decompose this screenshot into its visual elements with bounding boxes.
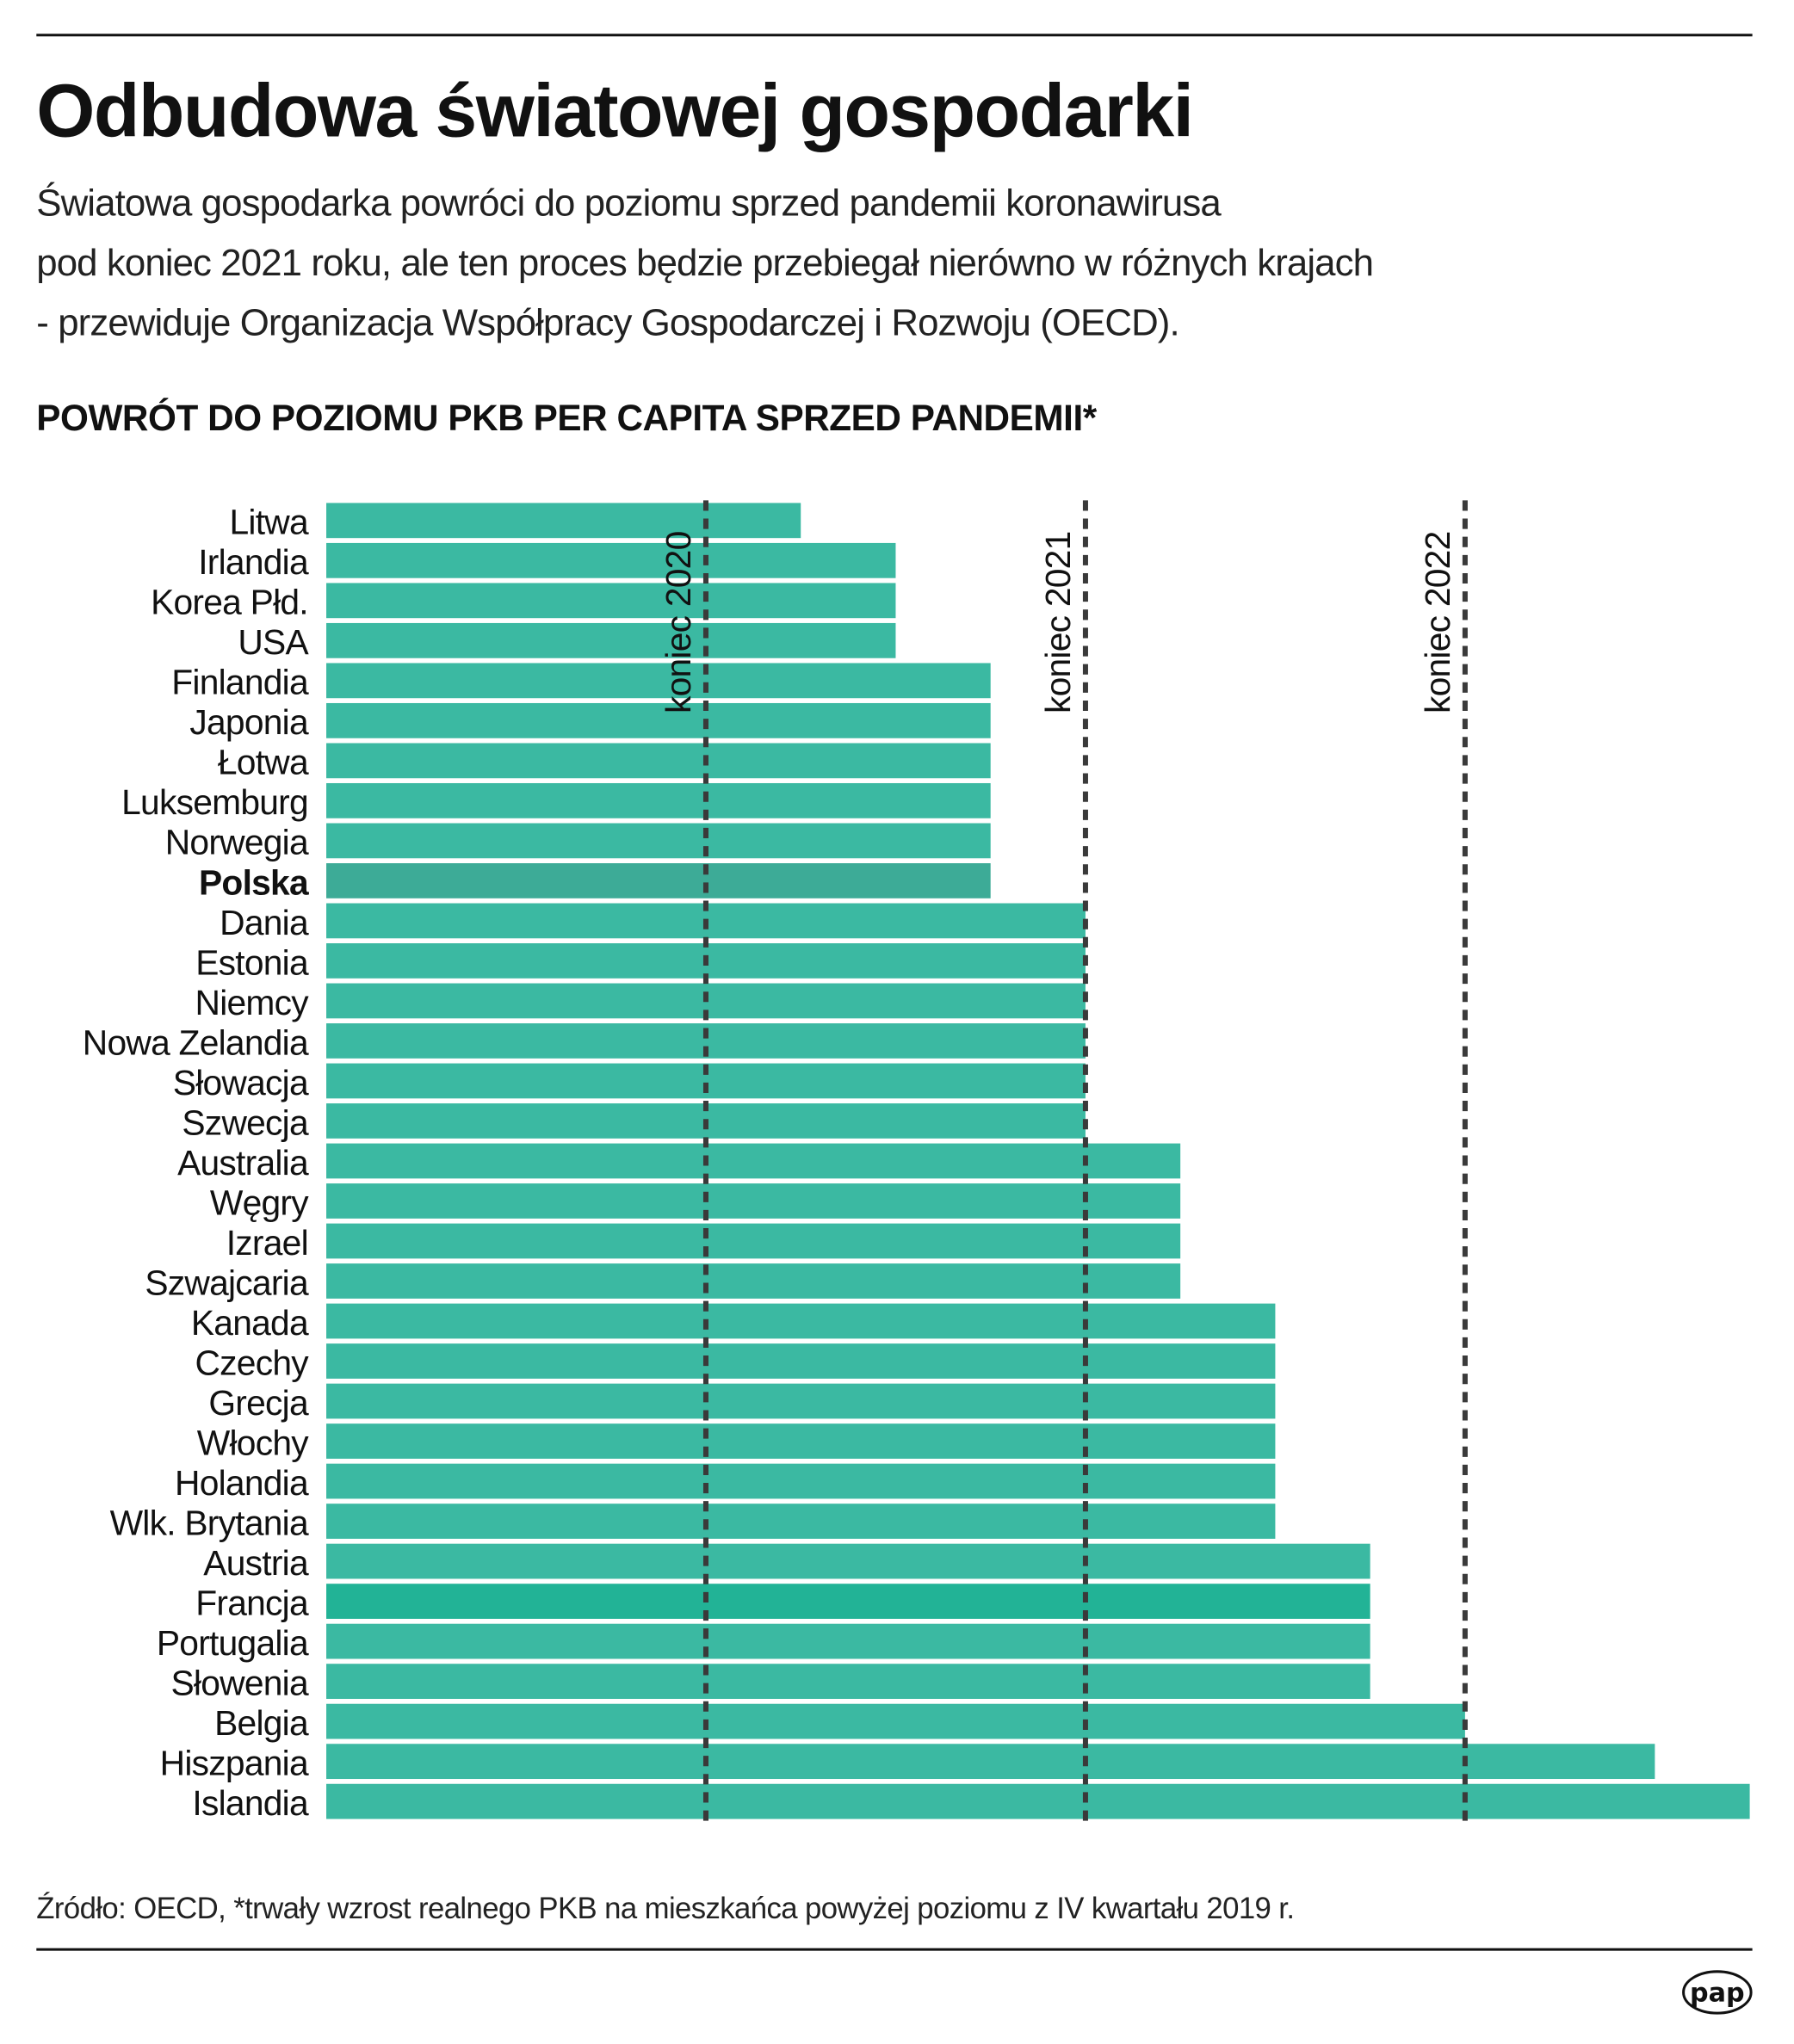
- category-label: Polska: [199, 862, 309, 902]
- category-label: Wlk. Brytania: [110, 1503, 309, 1542]
- category-label: Węgry: [210, 1183, 309, 1222]
- bar: [326, 702, 991, 738]
- category-label: Norwegia: [165, 823, 309, 862]
- bar: [326, 1783, 1750, 1819]
- bar: [326, 622, 896, 658]
- bar: [326, 1664, 1370, 1700]
- bar: [326, 1343, 1276, 1379]
- reference-line-label: koniec 2022: [1418, 531, 1457, 713]
- bar: [326, 1143, 1181, 1179]
- category-label: Japonia: [189, 702, 309, 742]
- category-label: Portugalia: [157, 1623, 309, 1663]
- bar: [326, 1744, 1655, 1780]
- category-label: Izrael: [226, 1223, 308, 1263]
- category-label: Irlandia: [198, 542, 309, 582]
- bar: [326, 542, 896, 578]
- bottom-rule: [36, 1948, 1753, 1951]
- bar: [326, 1584, 1370, 1619]
- page-title: Odbudowa światowej gospodarki: [36, 69, 1194, 154]
- category-label: Luksemburg: [121, 782, 308, 822]
- category-label: Hiszpania: [160, 1743, 309, 1782]
- reference-line-label: koniec 2021: [1038, 531, 1078, 713]
- bar: [326, 1703, 1465, 1739]
- category-label: USA: [238, 622, 309, 662]
- bar: [326, 1183, 1181, 1219]
- category-label: Islandia: [192, 1783, 309, 1823]
- chart-title: POWRÓT DO POZIOMU PKB PER CAPITA SPRZED …: [36, 398, 1097, 438]
- category-label: Estonia: [195, 942, 309, 982]
- category-label: Korea Płd.: [151, 583, 308, 622]
- category-label: Austria: [203, 1543, 309, 1583]
- bar: [326, 743, 991, 779]
- category-label: Finlandia: [171, 663, 309, 702]
- bar: [326, 782, 991, 818]
- category-label: Szwajcaria: [145, 1263, 309, 1302]
- category-label: Litwa: [229, 503, 308, 542]
- bar: [326, 823, 991, 859]
- bar: [326, 663, 991, 699]
- category-label: Holandia: [175, 1463, 309, 1503]
- bar: [326, 1263, 1181, 1299]
- category-label: Włochy: [197, 1423, 309, 1462]
- category-label: Belgia: [214, 1703, 309, 1743]
- source-note: Źródło: OECD, *trwały wzrost realnego PK…: [36, 1891, 1295, 1925]
- bar: [326, 1223, 1181, 1259]
- bar: [326, 1383, 1276, 1419]
- reference-line-label: koniec 2020: [659, 531, 698, 713]
- bar: [326, 1543, 1370, 1579]
- bar: [326, 1463, 1276, 1499]
- subtitle-line: Światowa gospodarka powróci do poziomu s…: [36, 182, 1221, 225]
- category-label: Niemcy: [195, 983, 310, 1022]
- category-label: Słowacja: [173, 1063, 309, 1102]
- category-label: Czechy: [195, 1343, 309, 1382]
- category-label: Grecja: [208, 1383, 309, 1423]
- category-label: Nowa Zelandia: [83, 1022, 309, 1062]
- bar: [326, 1623, 1370, 1659]
- bar: [326, 583, 896, 619]
- pap-logo: pap: [1682, 1970, 1753, 2015]
- category-label: Dania: [220, 903, 309, 942]
- top-rule: [36, 34, 1753, 37]
- category-label: Szwecja: [182, 1102, 309, 1142]
- svg-text:pap: pap: [1690, 1979, 1745, 2009]
- category-label: Kanada: [191, 1303, 309, 1343]
- bar: [326, 863, 991, 898]
- bar: [326, 503, 801, 539]
- category-label: Francja: [195, 1583, 309, 1622]
- bar: [326, 1303, 1276, 1339]
- category-label: Australia: [177, 1143, 309, 1183]
- category-label: Słowenia: [170, 1663, 308, 1702]
- bar: [326, 1423, 1276, 1459]
- subtitle-line: pod koniec 2021 roku, ale ten proces będ…: [36, 243, 1374, 285]
- bar: [326, 1504, 1276, 1539]
- subtitle-line: - przewiduje Organizacja Współpracy Gosp…: [36, 302, 1179, 345]
- category-label: Łotwa: [218, 743, 309, 782]
